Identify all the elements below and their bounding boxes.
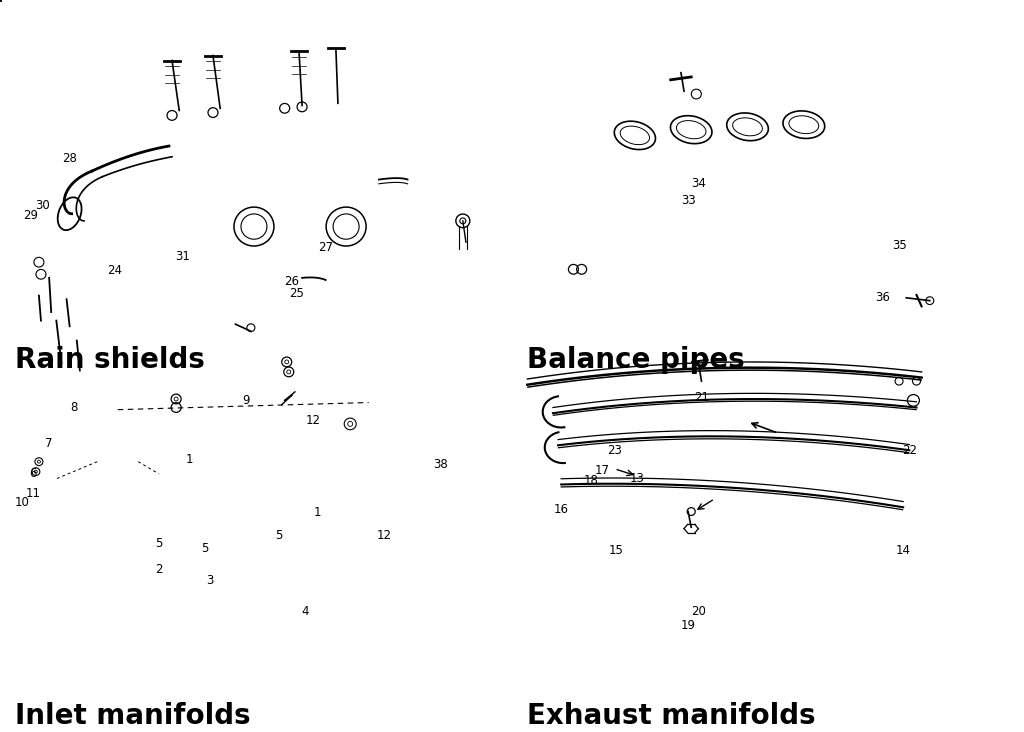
Text: 21: 21 — [694, 391, 709, 404]
Text: 29: 29 — [24, 209, 38, 222]
Text: 16: 16 — [554, 503, 568, 516]
Text: 7: 7 — [45, 437, 53, 449]
Text: 38: 38 — [433, 458, 447, 471]
Text: 11: 11 — [26, 487, 40, 499]
Text: 22: 22 — [902, 444, 916, 457]
Text: 13: 13 — [630, 472, 644, 485]
Text: 25: 25 — [290, 287, 304, 300]
Text: 10: 10 — [15, 496, 30, 509]
Text: 9: 9 — [242, 394, 250, 407]
Text: Inlet manifolds: Inlet manifolds — [15, 702, 251, 730]
Text: 5: 5 — [274, 529, 283, 542]
Text: 20: 20 — [691, 605, 706, 618]
Text: 12: 12 — [306, 414, 321, 427]
Text: 18: 18 — [584, 474, 598, 488]
Text: 1: 1 — [185, 453, 194, 466]
Text: 1: 1 — [313, 507, 322, 520]
Text: 8: 8 — [70, 401, 78, 414]
Text: Balance pipes: Balance pipes — [527, 346, 745, 373]
Text: 34: 34 — [691, 177, 706, 190]
Text: Exhaust manifolds: Exhaust manifolds — [527, 702, 816, 730]
Text: 14: 14 — [896, 544, 910, 556]
Text: 15: 15 — [609, 544, 624, 556]
Text: 24: 24 — [108, 264, 122, 277]
Text: 5: 5 — [155, 537, 163, 550]
Text: Rain shields: Rain shields — [15, 346, 205, 373]
Text: 4: 4 — [301, 605, 309, 618]
Text: 30: 30 — [36, 198, 50, 212]
Text: 12: 12 — [377, 529, 391, 542]
Text: 27: 27 — [318, 242, 333, 255]
Text: 33: 33 — [681, 195, 695, 207]
Text: 19: 19 — [681, 619, 695, 632]
Text: 31: 31 — [175, 250, 189, 263]
Text: 2: 2 — [155, 564, 163, 577]
Text: 28: 28 — [62, 152, 77, 165]
Text: 5: 5 — [201, 542, 209, 555]
Text: 17: 17 — [595, 463, 609, 477]
Text: 36: 36 — [876, 291, 890, 305]
Text: 3: 3 — [206, 574, 214, 587]
Text: 6: 6 — [29, 467, 37, 480]
Text: 35: 35 — [892, 239, 906, 253]
Text: 26: 26 — [285, 275, 299, 288]
Text: 23: 23 — [607, 444, 622, 457]
